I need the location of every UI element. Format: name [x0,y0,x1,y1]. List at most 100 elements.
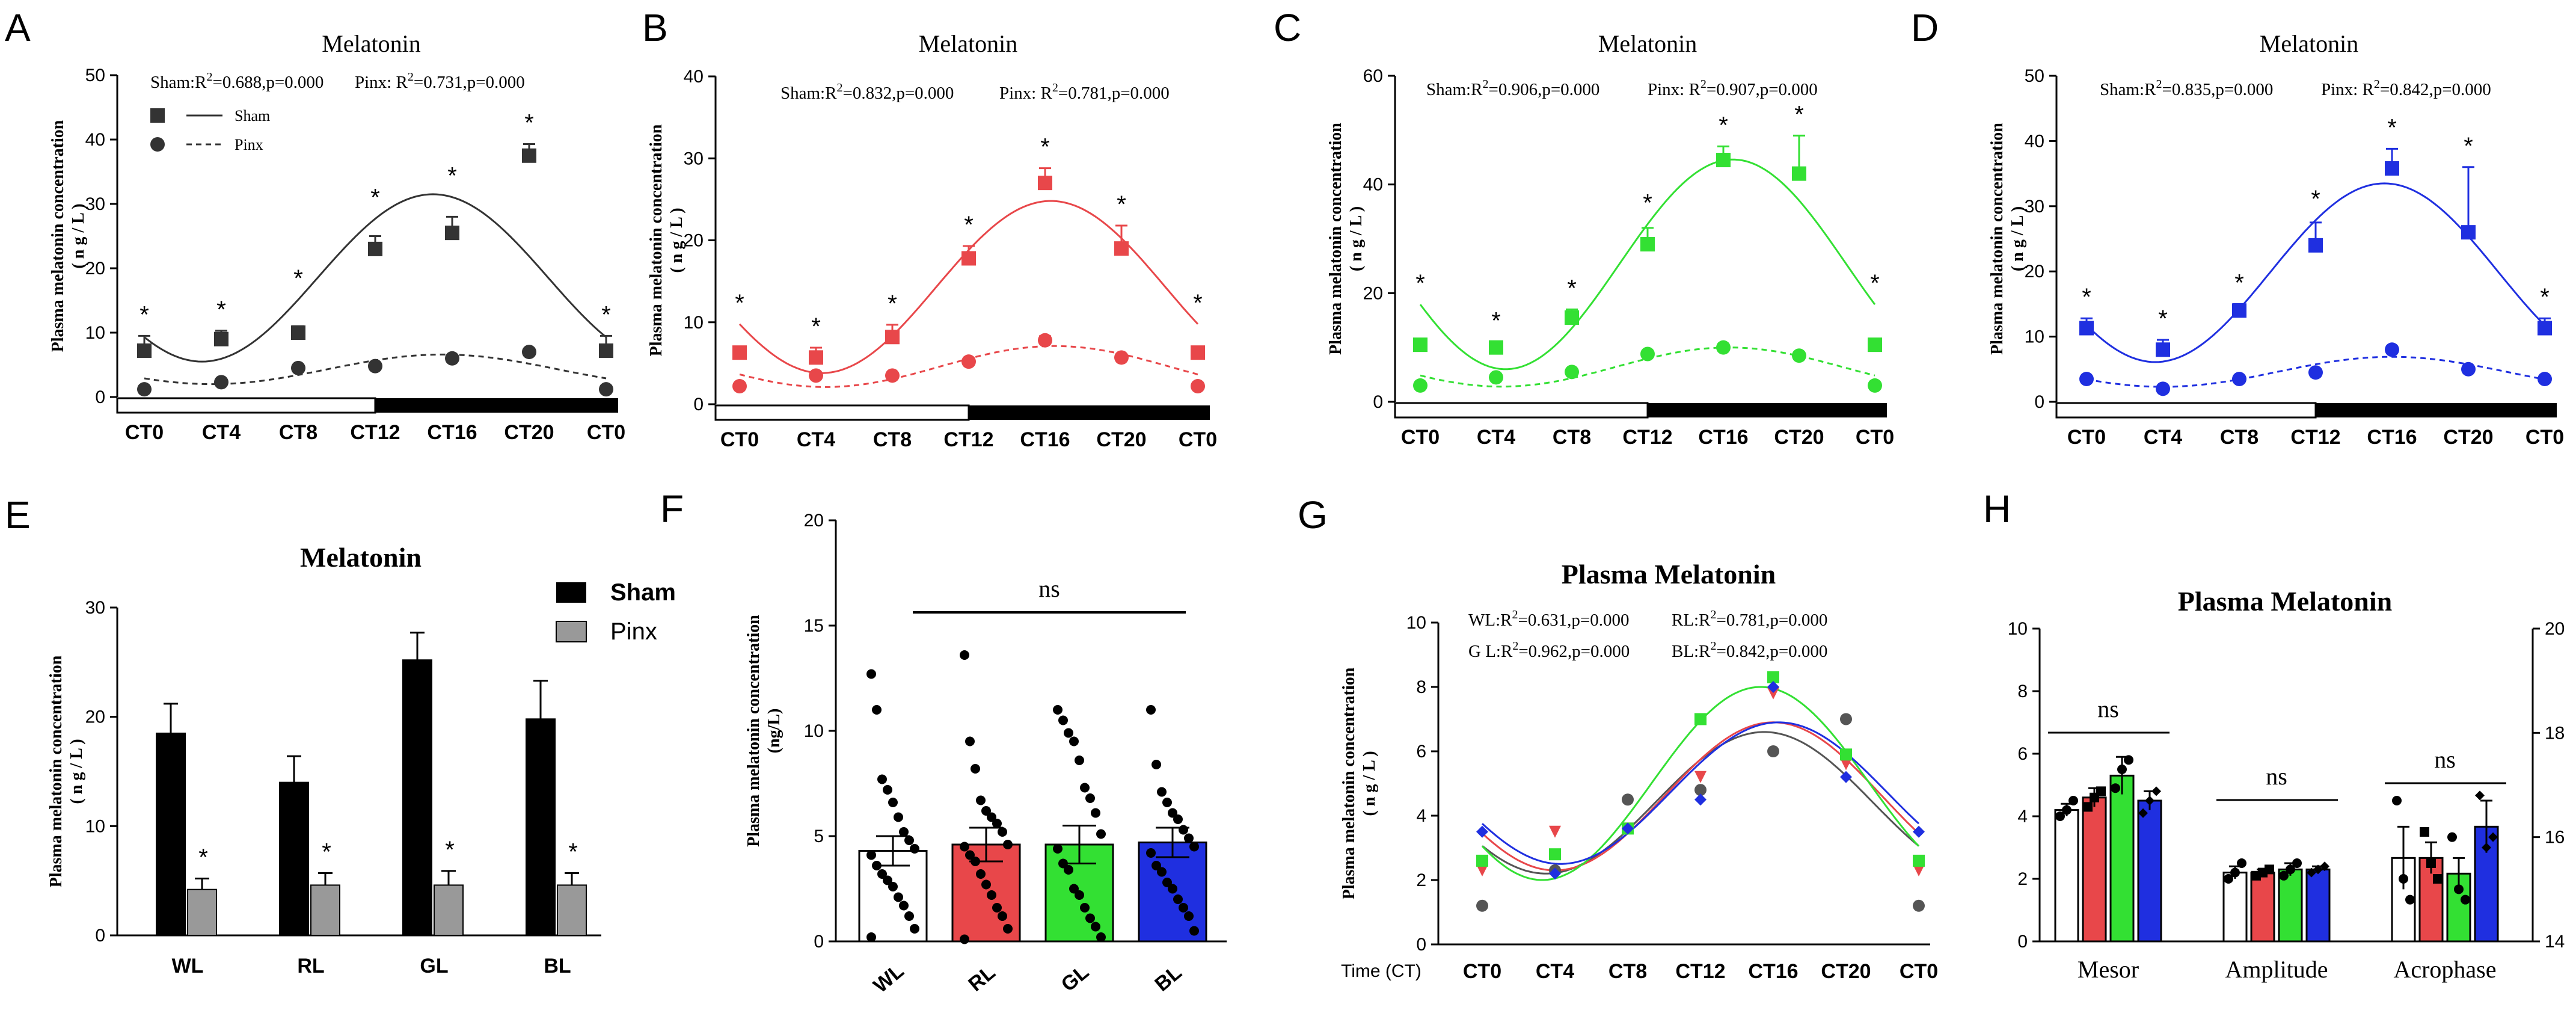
panel-e-y-label: Plasma melatonin concentration [47,655,66,887]
pinx-bar-gl [434,884,464,937]
data-point [1064,728,1073,738]
sham-point [809,350,823,365]
panel-f-y-tick-label: 5 [814,826,824,846]
significance-star: * [735,290,744,316]
significance-star: * [601,301,611,328]
pinx-bar-bl [557,884,587,937]
panel-h-right-y-tick-label: 14 [2545,932,2565,952]
sham-point [732,345,747,360]
data-point [883,785,892,795]
x-tick-label: RL [297,955,324,977]
amplitude-bar-bl [2305,868,2331,943]
significance-star: * [1415,270,1425,297]
data-point [998,911,1007,921]
sham-point [961,251,976,266]
data-point [2399,874,2408,884]
sham-point [445,226,459,241]
pinx-point [732,379,747,394]
data-point [883,875,892,885]
dark-phase-bar [969,405,1210,420]
legend-pinx-label: Pinx [235,136,263,153]
panel-letter-f: F [660,487,684,531]
x-tick-label: CT12 [2290,426,2340,449]
sham-point [2461,225,2476,240]
data-point [2461,894,2470,905]
data-point [1146,705,1156,715]
sham-point [291,325,305,340]
sham-point [599,343,613,358]
pinx-point [1038,333,1052,348]
pinx-point [2308,365,2323,380]
pinx-point [2156,381,2170,396]
pinx-stat: Pinx: R2=0.731,p=0.000 [355,70,525,92]
x-tick-label: CT16 [1020,428,1070,451]
light-phase-bar [714,404,970,421]
panel-h-y-tick-label: 0 [2017,932,2028,952]
x-tick-label: CT0 [2525,426,2564,449]
x-tick-label: CT8 [2220,426,2259,449]
x-tick-label: BL [1150,961,1186,996]
x-tick-label: CT0 [1900,960,1938,983]
panel-g-y-unit: ( n g / L ) [1360,751,1379,816]
significance-star: * [2540,284,2550,310]
data-point [2117,765,2127,774]
legend-sham-marker [150,108,165,123]
data-point [2433,874,2443,884]
panel-g-y-tick-label: 2 [1416,870,1426,890]
panel-title: Melatonin [322,30,420,57]
x-tick-label: CT8 [873,428,912,451]
data-point [894,892,903,902]
pinx-point [368,359,382,374]
sham-bar-gl [402,659,432,936]
light-phase-bar [116,397,376,414]
wl-point [1840,713,1852,725]
panel-f-chart: 0 5 10 15 20 WL RL GL BL ns Plasma melatonin conce… [744,511,1227,997]
pinx-point [137,382,152,397]
data-point [899,827,909,837]
data-point [1080,903,1090,913]
x-tick-label: CT16 [1748,960,1798,983]
data-point [1085,793,1095,803]
data-point [2124,755,2133,765]
x-tick-label: CT8 [279,421,317,444]
panel-title: Melatonin [1598,30,1697,57]
panel-h-chart: 0 2 4 6 8 10 14 16 18 20 ns Mesor ns Amplitude ns Acrop… [2008,586,2565,983]
pinx-point [2232,372,2246,387]
sham-point [2156,342,2170,357]
data-point [1091,808,1100,818]
pinx-point [291,360,305,375]
data-point [877,774,887,784]
significance-star: * [964,212,974,238]
rl-point [1694,771,1707,783]
data-point [888,882,898,891]
data-point [960,842,969,852]
x-tick-label: CT20 [1774,426,1824,449]
pinx-point [2538,372,2552,387]
panel-letter-h: H [1983,487,2011,531]
significance-star: * [1193,290,1203,316]
data-point [2145,796,2154,805]
data-point [2307,867,2316,878]
mesor-bar-bl [2137,799,2162,943]
data-point [2083,802,2093,812]
panel-f-y-unit: (ng/L) [765,709,784,754]
x-tick-label: CT16 [427,421,477,444]
panel-title: Melatonin [2260,30,2358,57]
rl-stat: RL:R2=0.781,p=0.000 [1672,608,1827,630]
panel-d-chart: 0 10 20 30 40 50 CT0 CT4 CT8 CT12 CT16 CT20 CT0 * * * * *… [1988,30,2564,449]
data-point [2475,790,2485,801]
significance-star: * [2464,133,2473,159]
data-point [1157,867,1167,877]
data-point [1053,844,1063,854]
data-point [866,932,876,942]
x-tick-label: CT20 [1096,428,1146,451]
sham-point [522,148,536,163]
panel-f-y-tick-label: 15 [804,616,824,636]
panel-a-chart: 0 10 20 30 40 50 CT0 CT4 CT8 CT12 CT16 CT20 CT0 * * * * *… [49,30,625,444]
bl-point [1840,771,1852,783]
x-tick-label: CT0 [1856,426,1894,449]
pinx-point [2385,342,2399,357]
data-point [2096,786,2106,796]
legend-pinx-swatch [556,621,587,642]
data-point [1053,705,1063,715]
